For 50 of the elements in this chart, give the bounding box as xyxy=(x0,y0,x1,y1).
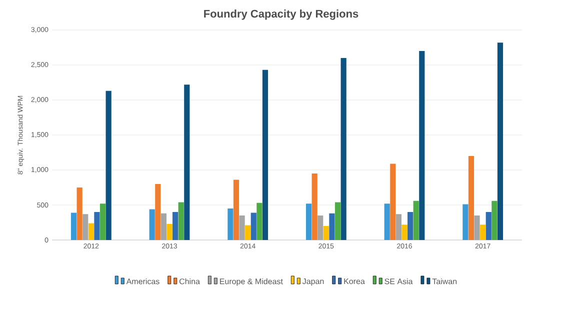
bar xyxy=(239,216,245,240)
bar xyxy=(334,202,341,240)
bar xyxy=(396,214,402,240)
bar xyxy=(486,212,492,240)
bar xyxy=(184,84,190,240)
bar xyxy=(340,58,346,240)
bar xyxy=(256,202,262,240)
bar xyxy=(318,216,324,240)
bar xyxy=(408,212,414,240)
bar xyxy=(468,156,474,240)
legend-label: Americas xyxy=(126,278,160,284)
bar xyxy=(106,90,112,240)
bar xyxy=(306,204,312,240)
bar xyxy=(178,202,184,240)
bar xyxy=(419,51,425,240)
bar xyxy=(70,212,77,240)
bar xyxy=(166,224,172,240)
bar xyxy=(329,213,335,240)
bar xyxy=(413,200,419,240)
bar xyxy=(323,226,329,240)
bar xyxy=(492,200,498,240)
legend-label: Europe & Mideast xyxy=(220,278,283,286)
bar xyxy=(384,204,390,240)
bar xyxy=(480,224,486,240)
bar xyxy=(94,212,100,240)
bar xyxy=(160,213,166,240)
legend-label: China xyxy=(179,278,200,284)
bar xyxy=(76,188,82,240)
chart-title: Foundry Capacity by Regions xyxy=(204,10,358,20)
bar xyxy=(245,225,251,240)
legend-label: Korea xyxy=(344,278,365,284)
bar xyxy=(390,164,396,240)
bar xyxy=(82,214,88,240)
bar xyxy=(172,212,178,240)
bar xyxy=(497,42,504,240)
bar xyxy=(250,212,256,240)
bar xyxy=(100,204,106,240)
bar xyxy=(402,224,408,240)
bar xyxy=(462,204,468,240)
bar xyxy=(312,174,318,240)
bar xyxy=(262,70,268,240)
bar xyxy=(474,216,480,240)
bar xyxy=(233,180,240,240)
legend-label: SE Asia xyxy=(384,278,413,284)
bar xyxy=(88,223,94,240)
legend-label: Japan xyxy=(302,278,324,286)
bar xyxy=(149,209,155,240)
legend-label: Taiwan xyxy=(432,278,457,284)
bar xyxy=(228,208,234,240)
bar xyxy=(155,184,161,240)
